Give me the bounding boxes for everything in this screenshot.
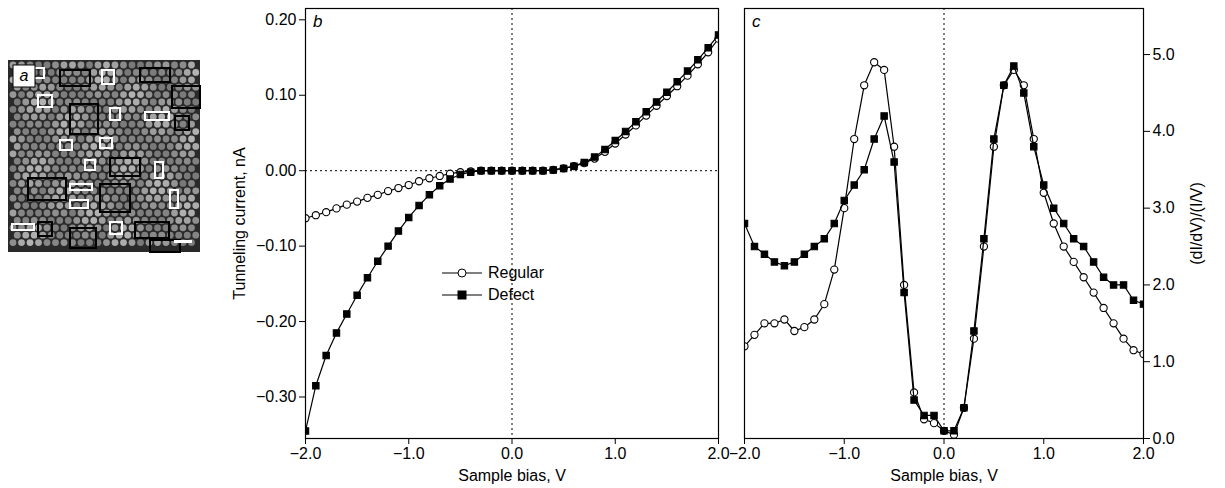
svg-text:−0.30: −0.30 — [256, 388, 297, 405]
svg-text:1.0: 1.0 — [604, 445, 626, 462]
svg-text:−1.0: −1.0 — [393, 445, 425, 462]
svg-text:1.0: 1.0 — [1033, 445, 1055, 462]
svg-text:0.0: 0.0 — [501, 445, 523, 462]
html-text:c: c — [752, 12, 761, 31]
svg-text:0.20: 0.20 — [265, 11, 296, 28]
svg-text:0.00: 0.00 — [265, 162, 296, 179]
svg-text:−2.0: −2.0 — [730, 445, 760, 462]
svg-text:2.0: 2.0 — [1153, 276, 1175, 293]
svg-text:2.0: 2.0 — [1132, 445, 1154, 462]
svg-text:2.0: 2.0 — [707, 445, 729, 462]
svg-text:a: a — [20, 67, 29, 84]
svg-text:3.0: 3.0 — [1153, 199, 1175, 216]
svg-text:−1.0: −1.0 — [828, 445, 860, 462]
svg-text:−2.0: −2.0 — [290, 445, 322, 462]
svg-text:0.0: 0.0 — [1153, 430, 1175, 447]
svg-text:0.10: 0.10 — [265, 86, 296, 103]
svg-text:Sample bias, V: Sample bias, V — [890, 467, 998, 484]
svg-text:−0.10: −0.10 — [256, 237, 297, 254]
svg-text:1.0: 1.0 — [1153, 353, 1175, 370]
svg-text:0.0: 0.0 — [933, 445, 955, 462]
svg-text:5.0: 5.0 — [1153, 46, 1175, 63]
svg-text:−0.20: −0.20 — [256, 313, 297, 330]
svg-text:4.0: 4.0 — [1153, 122, 1175, 139]
svg-text:(dI/dV)/(I/V): (dI/dV)/(I/V) — [1188, 182, 1205, 265]
html-text:b: b — [313, 12, 323, 31]
html-text:Defect: Defect — [488, 286, 535, 303]
html-text:Regular: Regular — [488, 264, 544, 281]
svg-text:Tunneling current, nA: Tunneling current, nA — [231, 147, 248, 300]
svg-text:Sample bias, V: Sample bias, V — [458, 467, 566, 484]
